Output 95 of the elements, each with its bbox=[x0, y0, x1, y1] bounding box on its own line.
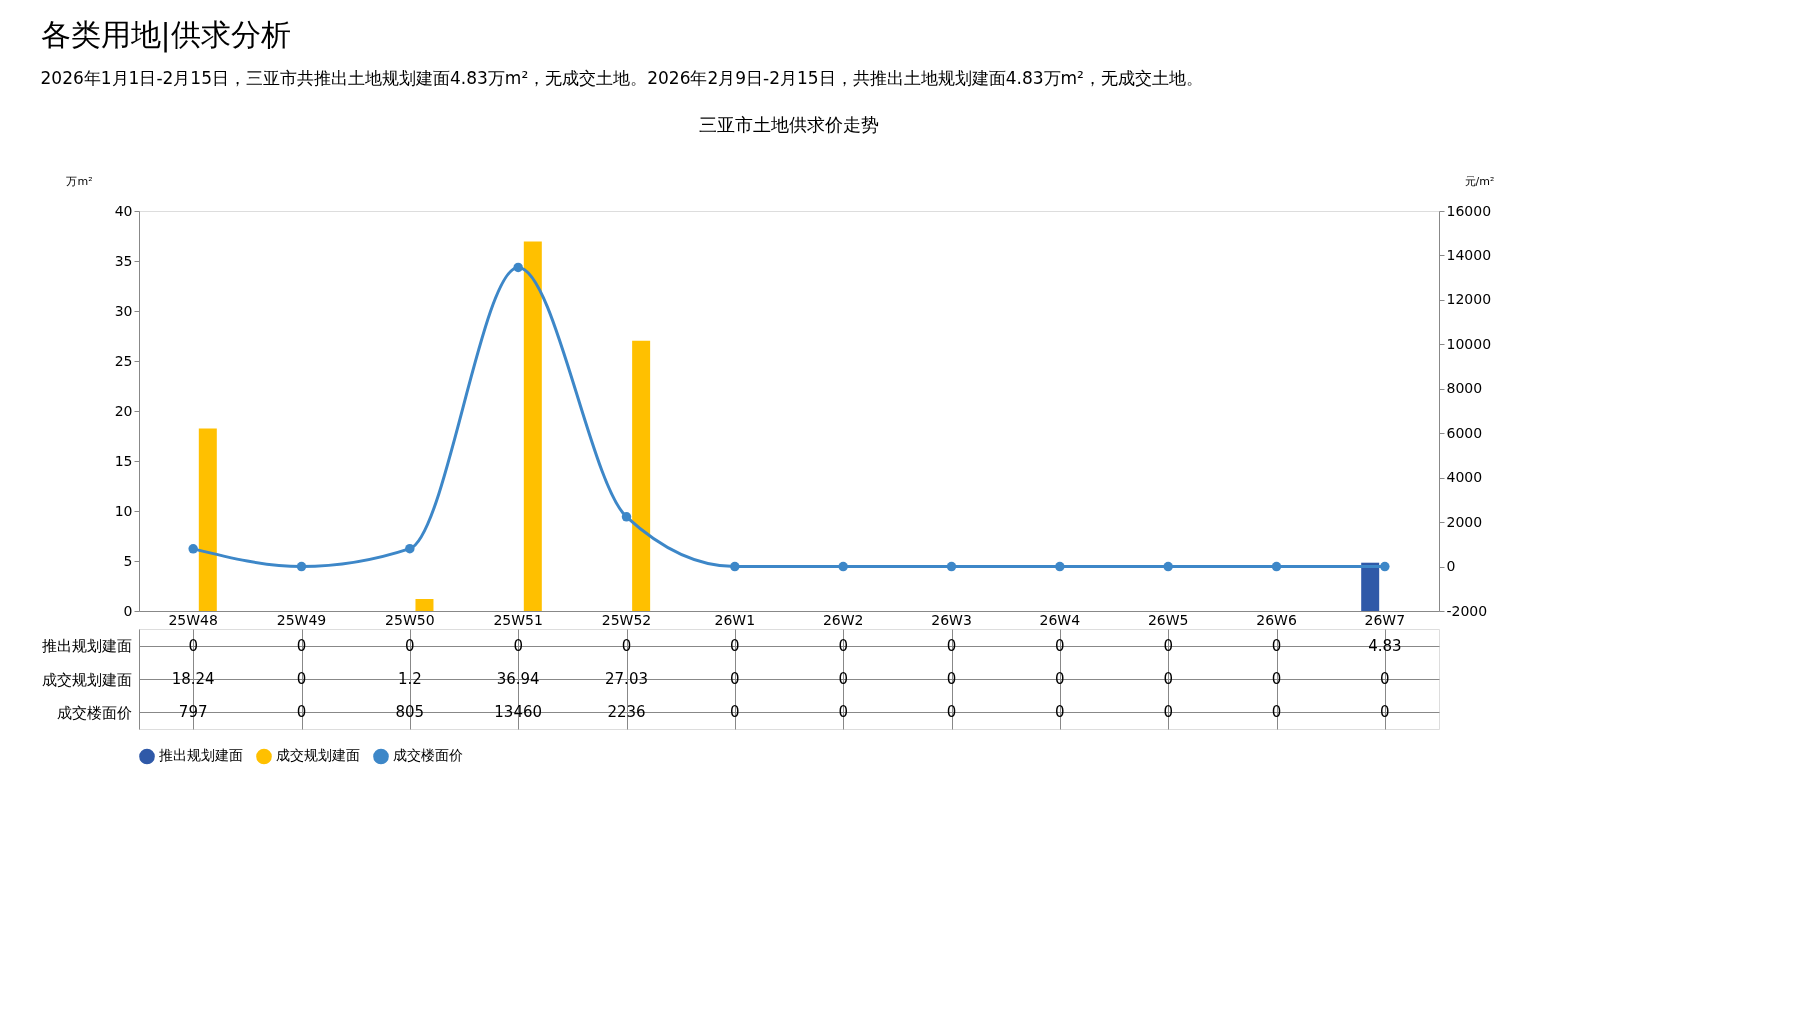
data-label: 4.83 bbox=[1368, 636, 1402, 655]
data-label: 0 bbox=[188, 636, 198, 655]
y-tick-label: 25 bbox=[114, 352, 133, 369]
x-tick-label: 25W49 bbox=[276, 611, 327, 628]
point bbox=[838, 561, 848, 572]
data-label: 0 bbox=[946, 703, 957, 722]
data-label: 0 bbox=[730, 636, 740, 655]
text: 成交规划建面 bbox=[41, 670, 132, 689]
x-tick-label: 26W3 bbox=[931, 611, 972, 628]
text: 各类用地|供求分析 bbox=[40, 16, 291, 53]
data-label: 1.2 bbox=[397, 670, 422, 688]
point bbox=[1380, 561, 1390, 572]
legend-label: 成交楼面价 bbox=[393, 747, 463, 764]
x-tick-label: 25W48 bbox=[168, 611, 218, 628]
bar bbox=[632, 340, 651, 611]
data-label: 2236 bbox=[607, 703, 646, 722]
y2-tick-label: 8000 bbox=[1446, 380, 1483, 397]
point bbox=[513, 262, 523, 273]
point bbox=[1055, 561, 1065, 572]
legend-label: 推出规划建面 bbox=[159, 747, 243, 764]
x-tick-label: 25W52 bbox=[601, 611, 652, 628]
y2-tick-label: 12000 bbox=[1446, 291, 1492, 308]
data-label: 0 bbox=[946, 636, 957, 655]
data-label: 27.03 bbox=[605, 670, 648, 688]
x-tick-label: 26W6 bbox=[1256, 611, 1297, 628]
y2-tick-label: 6000 bbox=[1446, 424, 1483, 441]
point bbox=[730, 561, 740, 572]
text: 成交楼面价 bbox=[56, 703, 132, 722]
data-label: 0 bbox=[730, 703, 740, 722]
point bbox=[1271, 561, 1282, 572]
y-axis-title: 万m² bbox=[66, 174, 93, 188]
text: 2026年1月1日-2月15日，三亚市共推出土地规划建面4.83万m²，无成交土地。2026年2月9日-2月15日，共推出土地规划建面4.83万m²，无成交土地。 bbox=[40, 67, 1203, 88]
data-label: 0 bbox=[296, 703, 307, 722]
data-label: 0 bbox=[1271, 670, 1282, 688]
x-tick-label: 26W2 bbox=[822, 611, 864, 628]
y-tick-label: 40 bbox=[114, 202, 133, 219]
data-label: 0 bbox=[513, 636, 523, 655]
data-label: 0 bbox=[1055, 636, 1065, 655]
y2-tick-label: 14000 bbox=[1446, 246, 1492, 263]
data-label: 0 bbox=[1055, 703, 1065, 722]
x-tick-label: 26W1 bbox=[714, 611, 756, 628]
y2-axis-title: 元/m² bbox=[1464, 174, 1495, 188]
data-label: 0 bbox=[838, 636, 848, 655]
y2-tick-label: 10000 bbox=[1446, 335, 1492, 352]
y-tick-label: 20 bbox=[114, 402, 133, 419]
x-tick-label: 25W50 bbox=[385, 611, 435, 628]
data-label: 0 bbox=[1380, 703, 1390, 722]
data-label: 0 bbox=[838, 703, 848, 722]
bar bbox=[415, 599, 434, 611]
data-label: 0 bbox=[1055, 670, 1065, 688]
data-label: 0 bbox=[1271, 636, 1282, 655]
data-label: 0 bbox=[1271, 703, 1282, 722]
bar bbox=[198, 428, 217, 611]
y2-tick-label: 16000 bbox=[1446, 202, 1492, 219]
data-label: 13460 bbox=[494, 703, 543, 722]
data-label: 18.24 bbox=[171, 670, 215, 688]
y2-tick-label: 0 bbox=[1446, 558, 1456, 575]
x-tick-label: 25W51 bbox=[493, 611, 543, 628]
y2-tick-label: 2000 bbox=[1446, 513, 1483, 530]
data-label: 0 bbox=[621, 636, 632, 655]
point bbox=[1163, 561, 1173, 572]
y2-tick-label: 4000 bbox=[1446, 469, 1483, 486]
data-label: 0 bbox=[1163, 703, 1173, 722]
point bbox=[188, 544, 198, 554]
data-label: 0 bbox=[1163, 636, 1173, 655]
bar bbox=[1361, 562, 1380, 611]
chart-title: 三亚市土地供求价走势 bbox=[699, 114, 879, 135]
y-tick-label: 0 bbox=[123, 602, 133, 619]
data-label: 36.94 bbox=[496, 670, 540, 688]
data-label: 797 bbox=[178, 703, 208, 722]
data-label: 805 bbox=[395, 703, 425, 722]
y2-tick-label: -2000 bbox=[1446, 602, 1488, 619]
bar bbox=[523, 241, 542, 611]
point bbox=[946, 561, 957, 572]
data-label: 0 bbox=[296, 670, 307, 688]
y-tick-label: 35 bbox=[114, 252, 133, 269]
data-label: 0 bbox=[730, 670, 740, 688]
point bbox=[621, 512, 632, 522]
y-tick-label: 15 bbox=[114, 452, 133, 469]
data-label: 0 bbox=[946, 670, 957, 688]
data-label: 0 bbox=[1380, 670, 1390, 688]
point bbox=[405, 543, 415, 554]
x-tick-label: 26W5 bbox=[1147, 611, 1189, 628]
data-label: 0 bbox=[296, 636, 307, 655]
point bbox=[296, 561, 307, 572]
x-tick-label: 26W7 bbox=[1364, 611, 1406, 628]
data-label: 0 bbox=[1163, 670, 1173, 688]
x-tick-label: 26W4 bbox=[1039, 611, 1081, 628]
data-label: 0 bbox=[838, 670, 848, 688]
legend-label: 成交规划建面 bbox=[276, 747, 360, 764]
y-tick-label: 5 bbox=[123, 552, 133, 569]
text: 推出规划建面 bbox=[41, 637, 132, 656]
y-tick-label: 10 bbox=[114, 502, 133, 519]
data-label: 0 bbox=[405, 636, 415, 655]
y-tick-label: 30 bbox=[114, 302, 133, 319]
